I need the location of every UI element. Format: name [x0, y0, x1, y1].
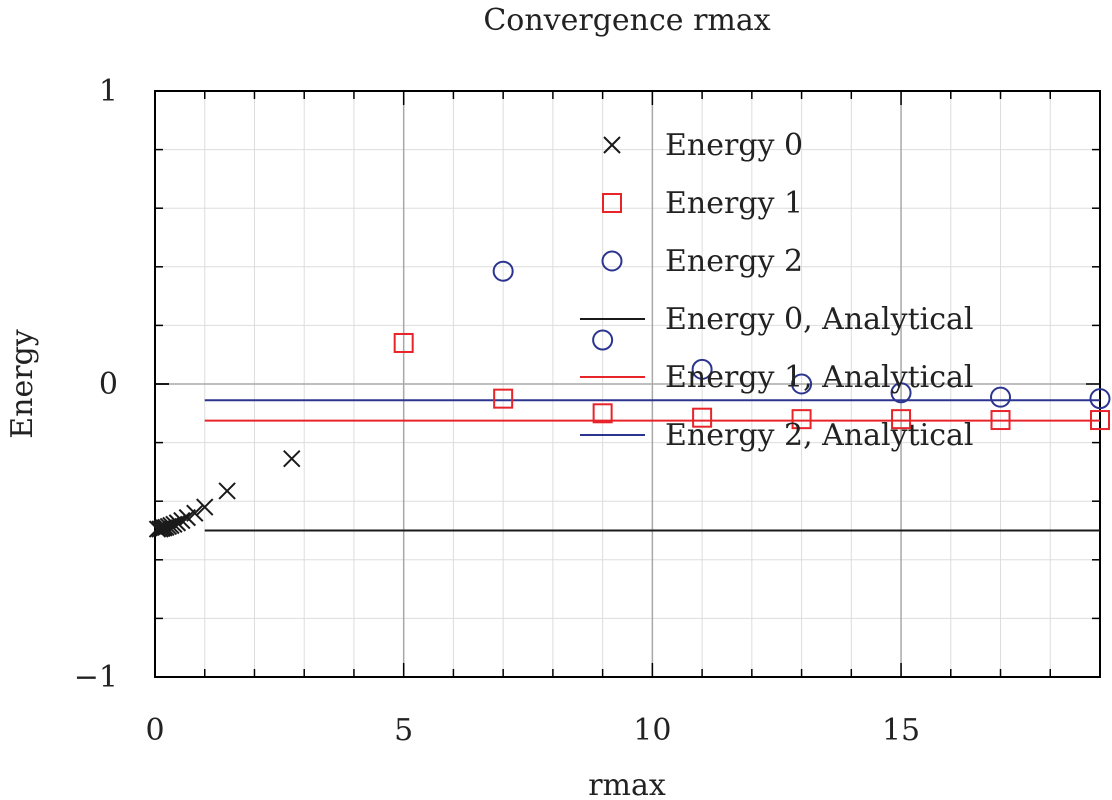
data-point-series-0	[196, 498, 214, 516]
legend: Energy 0 Energy 1 Energy 2 Energy 0, Analyt…	[580, 128, 974, 453]
data-point-series-2	[990, 386, 1012, 408]
grid-major	[155, 91, 1100, 677]
y-tick-label: −1	[74, 660, 118, 695]
y-tick-label: 1	[99, 74, 118, 109]
legend-label-1: Energy 1	[665, 186, 803, 221]
data-point-series-0	[186, 504, 204, 522]
data-point-series-1	[493, 388, 514, 409]
marker-stroke	[283, 450, 301, 468]
data-point-series-0	[173, 511, 191, 530]
tick-labels: 0 5 10 15 −1 0 1	[74, 74, 920, 748]
legend-label-3: Energy 0, Analytical	[665, 302, 974, 337]
data-point-series-0	[218, 482, 236, 500]
data-point-series-1	[891, 409, 912, 430]
marker-stroke	[162, 516, 180, 535]
legend-swatch-2	[601, 250, 623, 272]
data-point-series-1	[791, 409, 812, 430]
legend-swatch-1	[602, 193, 622, 213]
analytical-lines	[204, 399, 1100, 532]
legend-label-4: Energy 1, Analytical	[665, 360, 974, 395]
y-axis-label: Energy	[5, 329, 40, 439]
data-point-series-2	[791, 373, 813, 395]
marker-stroke	[603, 136, 621, 154]
legend-label-0: Energy 0	[665, 128, 803, 163]
marker-stroke	[196, 498, 214, 516]
chart-title: Convergence rmax	[483, 3, 770, 38]
data-markers	[148, 260, 1111, 538]
data-point-series-1	[592, 403, 613, 424]
marker-stroke	[218, 482, 236, 500]
data-point-series-1	[692, 407, 713, 428]
data-point-series-0	[283, 450, 301, 468]
x-axis-label: rmax	[588, 768, 666, 800]
legend-label-5: Energy 2, Analytical	[665, 418, 974, 453]
legend-label-2: Energy 2	[665, 244, 803, 279]
data-point-series-2	[1089, 388, 1111, 410]
y-tick-label: 0	[99, 367, 118, 402]
data-point-series-2	[592, 329, 614, 351]
x-tick-label: 15	[882, 713, 920, 748]
data-point-series-0	[162, 516, 180, 535]
data-point-series-1	[393, 332, 414, 353]
data-point-series-2	[691, 358, 713, 380]
marker-stroke	[168, 514, 187, 532]
legend-swatch-0	[603, 136, 621, 154]
data-point-series-0	[159, 517, 178, 536]
marker-stroke	[186, 504, 204, 522]
x-tick-label: 5	[394, 713, 413, 748]
x-tick-label: 0	[145, 713, 164, 748]
data-point-series-1	[1090, 410, 1110, 431]
axis-ticks	[155, 91, 1100, 677]
data-point-series-2	[492, 260, 514, 282]
data-point-series-0	[168, 514, 187, 532]
data-point-series-1	[990, 410, 1011, 431]
x-tick-label: 10	[633, 713, 671, 748]
marker-stroke	[159, 517, 178, 536]
data-point-series-2	[890, 382, 912, 404]
marker-stroke	[173, 511, 191, 530]
